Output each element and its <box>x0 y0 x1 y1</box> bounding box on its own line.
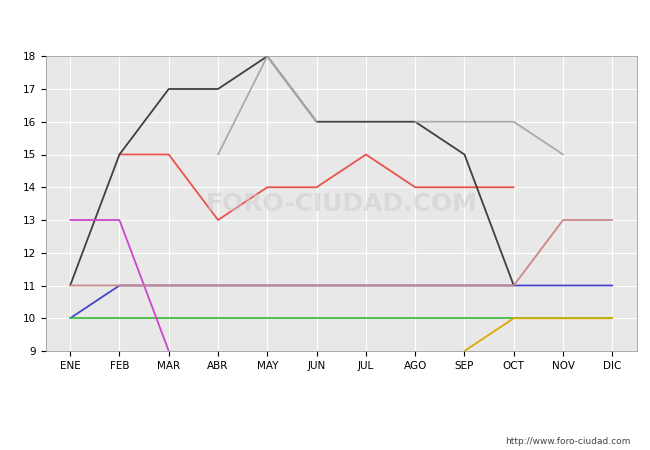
Text: http://www.foro-ciudad.com: http://www.foro-ciudad.com <box>505 436 630 446</box>
Text: FORO-CIUDAD.COM: FORO-CIUDAD.COM <box>205 192 477 216</box>
Text: Afiliados en San Millán de Lara a 31/5/2024: Afiliados en San Millán de Lara a 31/5/2… <box>145 14 505 33</box>
